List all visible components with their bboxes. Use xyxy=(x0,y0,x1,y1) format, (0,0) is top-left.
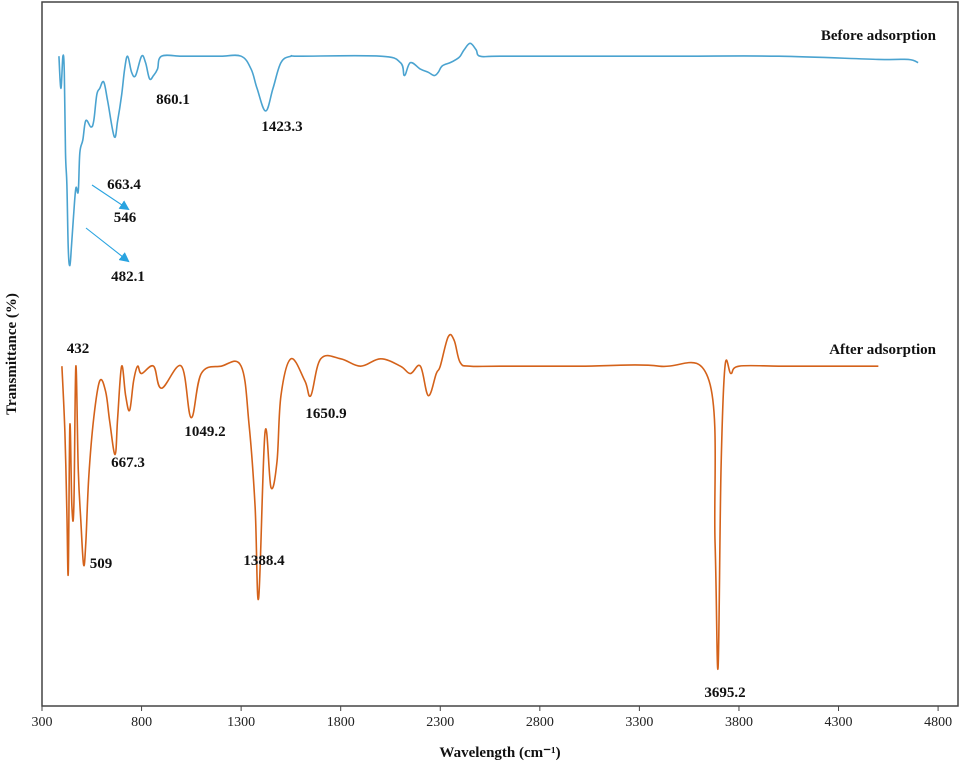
x-tick-label: 4800 xyxy=(924,715,952,730)
peak-label-1388-4: 1388.4 xyxy=(243,553,285,569)
arrow-482-1 xyxy=(85,227,130,263)
plot-border xyxy=(41,1,959,707)
x-tick-label: 4300 xyxy=(825,715,853,730)
peak-label-667-3: 667.3 xyxy=(111,455,145,471)
plot-frame xyxy=(41,1,959,707)
x-tick-label: 1800 xyxy=(327,715,355,730)
x-tick-label: 2300 xyxy=(426,715,454,730)
peak-label-860-1: 860.1 xyxy=(156,92,190,108)
y-axis-title: Transmittance (%) xyxy=(4,293,20,415)
x-tick-label: 800 xyxy=(131,715,152,730)
peak-label-1423-3: 1423.3 xyxy=(261,119,302,135)
series-layer xyxy=(58,42,919,671)
x-axis-title: Wavelength (cm⁻¹) xyxy=(439,745,560,761)
x-tick-label: 2800 xyxy=(526,715,554,730)
arrow-546 xyxy=(91,184,130,211)
x-tick-label: 1300 xyxy=(227,715,255,730)
x-tick-label: 3800 xyxy=(725,715,753,730)
x-tick-label: 300 xyxy=(32,715,53,730)
arrow-layer xyxy=(85,184,130,263)
before-adsorption-label: Before adsorption xyxy=(821,28,937,44)
label-layer: Before adsorption After adsorption 860.1 14… xyxy=(67,28,937,701)
x-axis-ticks: 300 800 1300 1800 2300 2800 3300 3800 4300 4800 xyxy=(32,706,952,730)
after-adsorption-label: After adsorption xyxy=(829,342,936,358)
after-adsorption-line xyxy=(61,333,879,671)
peak-label-509: 509 xyxy=(90,556,113,572)
peak-label-482-1: 482.1 xyxy=(111,269,145,285)
peak-label-663-4: 663.4 xyxy=(107,177,141,193)
before-adsorption-line xyxy=(58,42,919,267)
peak-label-1650-9: 1650.9 xyxy=(305,406,346,422)
peak-label-1049-2: 1049.2 xyxy=(184,424,225,440)
x-tick-label: 3300 xyxy=(625,715,653,730)
peak-label-432: 432 xyxy=(67,341,90,357)
peak-label-546: 546 xyxy=(114,210,137,226)
peak-label-3695-2: 3695.2 xyxy=(704,685,745,701)
